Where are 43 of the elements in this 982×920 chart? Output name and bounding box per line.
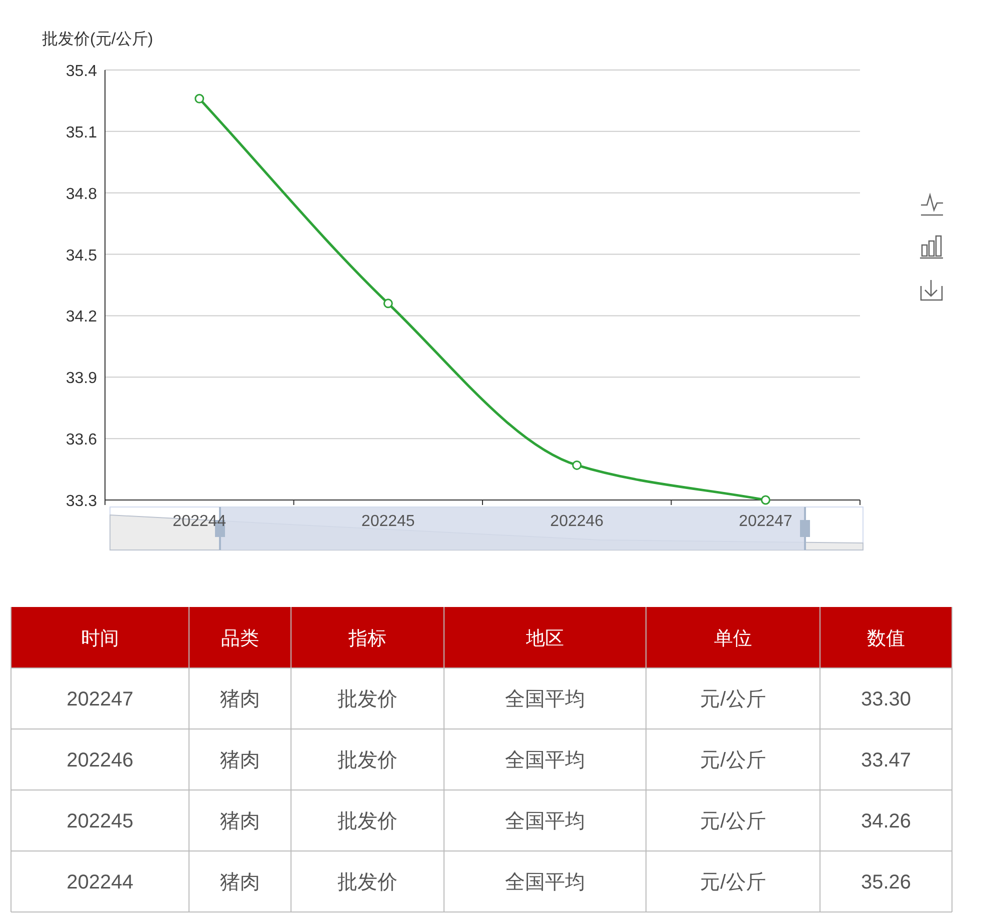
text: 猪肉 (220, 810, 260, 832)
text: 33.30 (860, 688, 912, 710)
text: 34.26 (860, 810, 912, 832)
y-tick-label: 34.2 (66, 308, 98, 326)
category-label: 202247 (66, 688, 134, 710)
y-tick-label: 33.3 (66, 493, 98, 510)
text: 地区 (525, 628, 564, 650)
y-tick-label: 35.4 (66, 63, 98, 80)
text: 单位 (714, 628, 752, 650)
text: 数值 (867, 628, 905, 650)
text: 全国平均 (505, 810, 585, 832)
text: 批发价 (338, 688, 398, 710)
y-tick-label: 34.5 (66, 247, 98, 264)
text: 33.47 (860, 750, 912, 772)
text: 元/公斤 (700, 872, 766, 894)
text: 猪肉 (220, 750, 260, 772)
category-label: 202244 (66, 872, 134, 894)
text: 全国平均 (505, 872, 585, 894)
text: 品类 (221, 628, 259, 650)
text: 全国平均 (505, 688, 585, 710)
text: 猪肉 (220, 872, 260, 894)
y-tick-label: 34.8 (66, 186, 98, 203)
y-tick-label: 33.6 (66, 432, 98, 449)
text: 35.26 (860, 872, 912, 894)
text: 批发价 (338, 810, 398, 832)
text: 指标 (348, 628, 386, 650)
category-label: 202245 (66, 810, 134, 832)
x-tick-label: 202245 (361, 513, 415, 530)
text: 批发价 (338, 872, 398, 894)
y-tick-label: 33.9 (66, 370, 98, 388)
y-axis-title: 批发价(元/公斤) (42, 30, 154, 48)
text: 元/公斤 (700, 810, 766, 832)
text: 元/公斤 (700, 688, 766, 710)
text: 猪肉 (220, 688, 260, 710)
x-tick-label: 202244 (172, 513, 226, 530)
text: 全国平均 (505, 750, 585, 772)
y-tick-label: 35.1 (66, 124, 98, 142)
text: 元/公斤 (700, 750, 766, 772)
text: 批发价 (338, 750, 398, 772)
category-label: 202246 (66, 750, 134, 772)
x-tick-label: 202247 (738, 513, 792, 530)
text: 时间 (81, 628, 119, 650)
x-tick-label: 202246 (550, 513, 604, 530)
